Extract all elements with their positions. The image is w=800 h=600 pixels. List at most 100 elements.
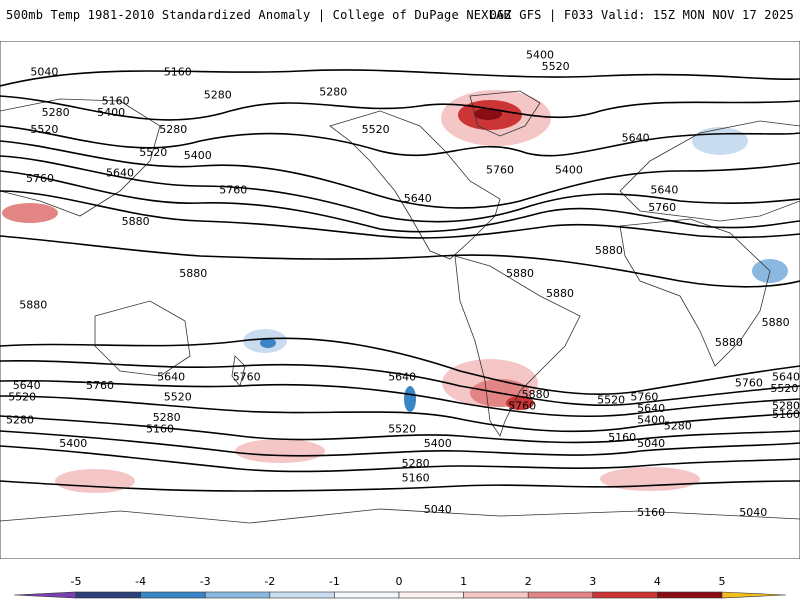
contour-label-5520: 5520 <box>388 422 416 435</box>
contour-label-5640: 5640 <box>404 192 432 205</box>
colorbar-tick-label: -2 <box>264 575 275 588</box>
contour-label-5760: 5760 <box>735 376 763 389</box>
colorbar-bin-0 <box>75 591 141 599</box>
contour-label-5640: 5640 <box>622 132 650 145</box>
colorbar-tick-label: 4 <box>654 575 661 588</box>
contour-label-5520: 5520 <box>597 394 625 407</box>
colorbar-bin-3 <box>269 591 335 599</box>
antarctica-outline <box>0 508 800 524</box>
mid-atlantic-anomaly <box>404 386 416 412</box>
contour-label-5520: 5520 <box>770 382 798 395</box>
greenland-outline <box>469 90 541 137</box>
contour-label-5640: 5640 <box>388 371 416 384</box>
contour-label-5880: 5880 <box>595 244 623 257</box>
australia-outline <box>94 300 191 377</box>
contour-label-5880: 5880 <box>522 388 550 401</box>
contour-5400-north <box>0 140 800 209</box>
map-panel: 5040 5160 5160 5280 5400 5520 5760 5880 5880 5280… <box>0 41 800 559</box>
contour-label-5760: 5760 <box>219 184 247 197</box>
contour-label-5760: 5760 <box>26 172 54 185</box>
colorbar-bin-8 <box>592 591 658 599</box>
contour-label-5160: 5160 <box>772 408 800 421</box>
south-pacific-anomaly-core <box>260 338 276 348</box>
contour-label-5040: 5040 <box>637 437 665 450</box>
west-pacific-anomaly <box>2 203 58 223</box>
contour-label-5280: 5280 <box>402 457 430 470</box>
colorbar-tick-label: 3 <box>589 575 596 588</box>
contour-label-5400: 5400 <box>59 437 87 450</box>
colorbar-bin-1 <box>140 591 206 599</box>
colorbar-tick-label: -1 <box>329 575 340 588</box>
contour-label-5400: 5400 <box>637 414 665 427</box>
contour-label-5880: 5880 <box>546 287 574 300</box>
contour-label-5880: 5880 <box>122 215 150 228</box>
colorbar-tick-label: 1 <box>460 575 467 588</box>
east-asia-outline <box>0 98 161 217</box>
contour-label-5160: 5160 <box>402 471 430 484</box>
contour-label-5880: 5880 <box>179 267 207 280</box>
colorbar-tick-label: -5 <box>71 575 82 588</box>
contour-5880-north <box>0 235 800 288</box>
contour-label-5280: 5280 <box>42 106 70 119</box>
contour-5640-north <box>0 170 800 233</box>
colorbar-high-extend <box>721 591 787 599</box>
anomaly-colorbar: -5 -4 -3 -2 -1 0 1 2 3 4 5 <box>13 575 787 599</box>
coastlines <box>0 90 800 524</box>
colorbar-bin-5 <box>398 591 464 599</box>
colorbar-bins <box>13 591 787 599</box>
contour-label-5880: 5880 <box>715 336 743 349</box>
contour-label-5280: 5280 <box>319 86 347 99</box>
argentina-anomaly-core <box>506 396 534 410</box>
contour-label-5160: 5160 <box>146 422 174 435</box>
contour-label-5520: 5520 <box>8 391 36 404</box>
map-title: 500mb Temp 1981-2010 Standardized Anomal… <box>6 8 511 22</box>
contour-label-5280: 5280 <box>159 123 187 136</box>
colorbar-bin-7 <box>527 591 594 599</box>
contour-label-5520: 5520 <box>542 60 570 73</box>
contour-label-5400: 5400 <box>555 163 583 176</box>
contour-label-5280: 5280 <box>6 414 34 427</box>
eurasia-outline <box>619 120 800 222</box>
contour-label-5640: 5640 <box>157 371 185 384</box>
contour-label-5760: 5760 <box>86 379 114 392</box>
contour-label-5520: 5520 <box>164 391 192 404</box>
colorbar-bin-4 <box>334 591 400 599</box>
contour-5160-south <box>0 445 800 473</box>
contour-label-5640: 5640 <box>637 402 665 415</box>
contour-label-5040: 5040 <box>30 66 58 79</box>
south-indian-anomaly <box>55 469 135 493</box>
north-america-outline <box>329 110 501 260</box>
contour-label-5520: 5520 <box>30 123 58 136</box>
contour-label-5880: 5880 <box>762 316 790 329</box>
contour-label-5880: 5880 <box>19 299 47 312</box>
contour-5160-north <box>0 95 800 121</box>
contour-label-5400: 5400 <box>184 149 212 162</box>
contour-label-5400: 5400 <box>526 48 554 61</box>
contour-label-5160: 5160 <box>102 94 130 107</box>
contour-5280-north <box>0 125 800 157</box>
contour-label-5640: 5640 <box>106 166 134 179</box>
contour-5520-south <box>0 395 800 433</box>
contour-5040-north <box>0 69 800 87</box>
contour-label-5160: 5160 <box>608 431 636 444</box>
southern-ocean-anomaly <box>235 439 325 463</box>
contour-5520-north <box>0 155 800 223</box>
contour-5400-south <box>0 415 800 444</box>
colorbar-bin-9 <box>657 591 723 599</box>
colorbar-low-extend <box>13 591 77 599</box>
contour-5640-south <box>0 379 800 418</box>
height-contours <box>0 69 800 492</box>
contour-label-5640: 5640 <box>13 379 41 392</box>
contour-label-5760: 5760 <box>233 371 261 384</box>
contour-label-5040: 5040 <box>739 506 767 519</box>
south-america-outline <box>454 255 581 437</box>
contour-5280-south <box>0 430 800 457</box>
colorbar-tick-label: 5 <box>719 575 726 588</box>
contour-label-5760: 5760 <box>630 391 658 404</box>
contour-label-5280: 5280 <box>204 89 232 102</box>
contour-5040-south <box>0 480 800 492</box>
colorbar-ticks: -5 -4 -3 -2 -1 0 1 2 3 4 5 <box>71 575 726 588</box>
contour-label-5760: 5760 <box>648 201 676 214</box>
